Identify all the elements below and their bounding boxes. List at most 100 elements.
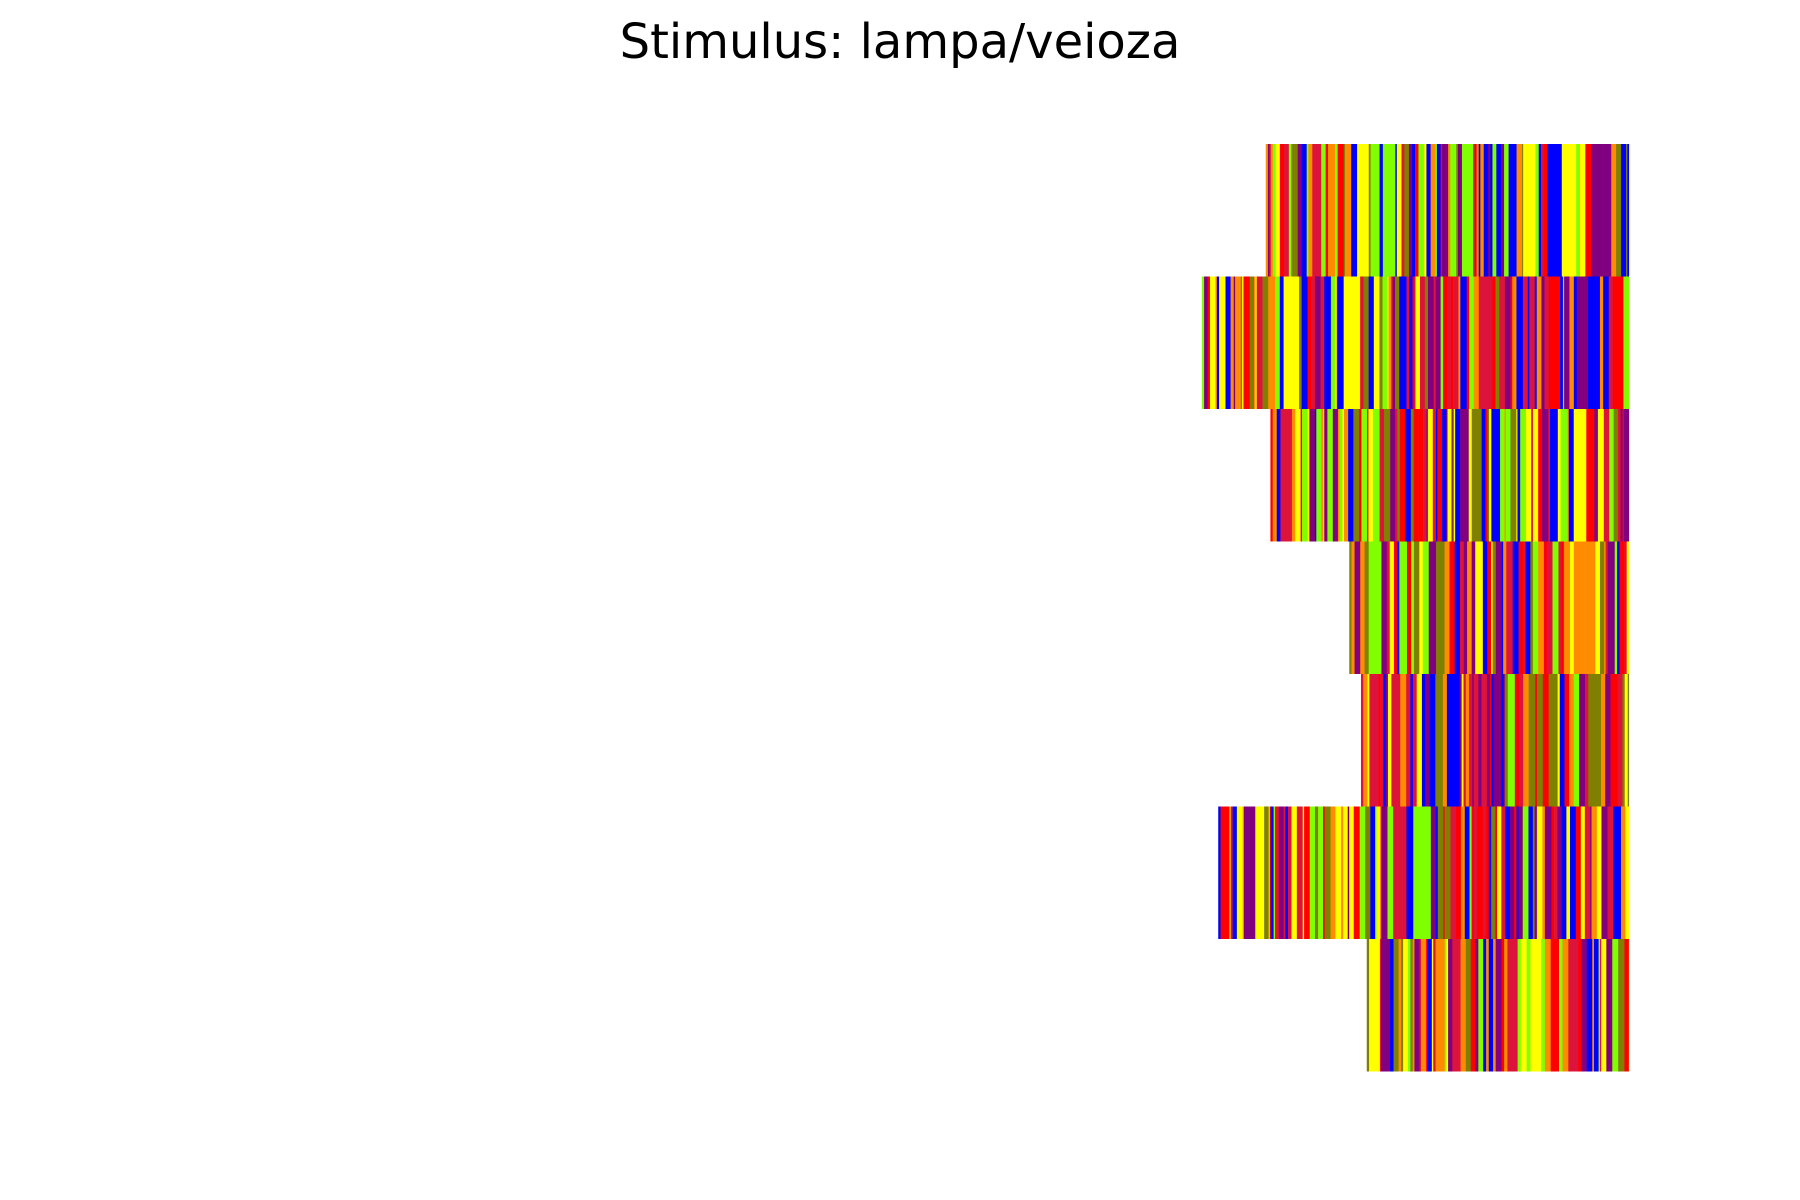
raster-stripe	[1264, 806, 1269, 939]
raster-stripe	[1501, 541, 1504, 674]
raster-stripe	[1448, 144, 1451, 277]
raster-stripe	[1258, 276, 1263, 409]
raster-stripe	[1269, 806, 1272, 939]
raster-stripe	[1611, 541, 1616, 674]
raster-stripe	[1591, 806, 1598, 939]
raster-stripe	[1291, 806, 1298, 939]
raster-stripe	[1201, 276, 1205, 409]
raster-stripe	[1562, 409, 1568, 542]
raster-stripe	[1433, 939, 1436, 1072]
raster-stripe	[1287, 806, 1292, 939]
raster-stripe	[1490, 144, 1493, 277]
raster-stripe	[1297, 144, 1300, 277]
raster-stripe	[1538, 144, 1542, 277]
raster-stripe	[1547, 144, 1563, 277]
raster-stripe	[1404, 144, 1407, 277]
raster-stripe	[1335, 806, 1342, 939]
raster-stripe	[1613, 409, 1619, 542]
raster-stripe	[1463, 541, 1467, 674]
raster-stripe	[1314, 276, 1321, 409]
raster-stripe	[1561, 806, 1567, 939]
raster-stripe	[1386, 409, 1391, 542]
raster-stripe	[1535, 674, 1538, 807]
raster-stripe	[1526, 939, 1531, 1072]
raster-stripe	[1532, 541, 1539, 674]
raster-stripe	[1381, 541, 1388, 674]
raster-stripe	[1482, 806, 1486, 939]
raster-stripe	[1500, 409, 1505, 542]
raster-stripe	[1512, 541, 1516, 674]
raster-stripe	[1508, 144, 1517, 277]
raster-stripe	[1493, 939, 1496, 1072]
raster-stripe	[1450, 144, 1457, 277]
raster-stripe	[1599, 276, 1604, 409]
raster-stripe	[1478, 144, 1481, 277]
raster-stripe	[1435, 144, 1438, 277]
raster-stripe	[1542, 409, 1547, 542]
raster-stripe	[1517, 939, 1522, 1072]
raster-stripe	[1460, 939, 1467, 1072]
raster-stripe	[1314, 806, 1319, 939]
raster-stripe	[1627, 144, 1630, 277]
raster-stripe	[1269, 144, 1272, 277]
raster-stripe	[1419, 939, 1422, 1072]
raster-stripe	[1387, 276, 1389, 409]
raster-stripe	[1489, 409, 1492, 542]
raster-stripe	[1379, 409, 1385, 542]
raster-stripe	[1232, 806, 1238, 939]
raster-stripe	[1623, 276, 1630, 409]
raster-stripe	[1440, 541, 1445, 674]
raster-stripe	[1478, 939, 1484, 1072]
raster-stripe	[1522, 939, 1527, 1072]
raster-stripe	[1368, 409, 1374, 542]
raster-stripe	[1392, 276, 1396, 409]
raster-stripe	[1385, 144, 1391, 277]
raster-stripe	[1474, 144, 1477, 277]
raster-stripe	[1473, 144, 1476, 277]
raster-stripe	[1514, 806, 1517, 939]
raster-stripe	[1296, 806, 1304, 939]
raster-stripe	[1420, 939, 1427, 1072]
raster-stripe	[1538, 409, 1543, 542]
raster-stripe	[1378, 674, 1381, 807]
raster-stripe	[1275, 276, 1281, 409]
raster-stripe	[1527, 276, 1530, 409]
raster-stripe	[1385, 674, 1389, 807]
raster-stripe	[1418, 409, 1424, 542]
raster-stripe	[1495, 541, 1503, 674]
raster-stripe	[1397, 409, 1401, 542]
raster-stripe	[1479, 276, 1493, 409]
raster-stripe	[1543, 144, 1548, 277]
raster-row-5	[1360, 674, 1630, 807]
raster-stripe	[1465, 541, 1468, 674]
raster-stripe	[1459, 541, 1465, 674]
raster-stripe	[1570, 144, 1577, 277]
raster-stripe	[1531, 144, 1536, 277]
raster-stripe	[1427, 276, 1434, 409]
raster-stripe	[1388, 276, 1392, 409]
raster-stripe	[1584, 806, 1588, 939]
raster-stripe	[1471, 409, 1478, 542]
raster-stripe	[1276, 409, 1281, 542]
raster-stripe	[1487, 541, 1492, 674]
raster-stripe	[1476, 144, 1479, 277]
raster-stripe	[1544, 276, 1550, 409]
raster-stripe	[1569, 541, 1575, 674]
raster-stripe	[1240, 276, 1243, 409]
raster-stripe	[1579, 144, 1586, 277]
raster-stripe	[1486, 674, 1491, 807]
raster-stripe	[1582, 276, 1589, 409]
raster-stripe	[1514, 674, 1520, 807]
raster-stripe	[1457, 144, 1463, 277]
raster-stripe	[1504, 674, 1509, 807]
raster-stripe	[1328, 144, 1336, 277]
raster-stripe	[1395, 276, 1400, 409]
raster-stripe	[1541, 144, 1544, 277]
raster-stripe	[1463, 674, 1467, 807]
raster-stripe	[1323, 409, 1325, 542]
raster-stripe	[1480, 144, 1485, 277]
raster-stripe	[1435, 276, 1441, 409]
raster-stripe	[1447, 276, 1451, 409]
raster-stripe	[1432, 409, 1437, 542]
raster-stripe	[1397, 806, 1407, 939]
